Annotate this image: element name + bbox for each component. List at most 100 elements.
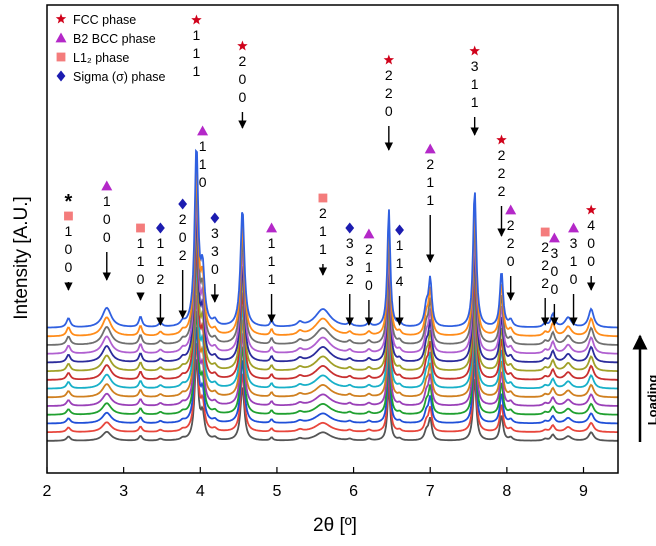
diffraction-curves: [47, 151, 618, 441]
peak-hkl-label: 1: [103, 193, 111, 209]
star-icon: [384, 55, 394, 65]
peak-hkl-label: 1: [471, 94, 479, 110]
peak-hkl-label: 1: [268, 235, 276, 251]
peak-hkl-label: 1: [193, 45, 201, 61]
peak-hkl-label: 2: [385, 67, 393, 83]
peak-hkl-label: 1: [396, 255, 404, 271]
peak-hkl-label: 2: [507, 235, 515, 251]
peak-hkl-label: 2: [157, 271, 165, 287]
diffraction-curve: [47, 151, 618, 328]
x-tick-label: 8: [502, 483, 511, 500]
peak-annotation: 1 1 4: [395, 225, 404, 326]
peak-annotation: 1 1 1: [191, 15, 201, 80]
star-icon: [586, 205, 596, 215]
peak-hkl-label: 1: [319, 223, 327, 239]
peak-hkl-label: 1: [137, 253, 145, 269]
legend-entry: B2 BCC phase: [56, 32, 156, 46]
peak-hkl-label: 0: [385, 103, 393, 119]
diamond-icon: [57, 71, 66, 82]
loading-label: Loading: [645, 375, 656, 426]
peak-hkl-label: 0: [137, 271, 145, 287]
peak-hkl-label: 0: [587, 235, 595, 251]
diamond-icon: [395, 225, 404, 236]
peak-annotation: 332: [345, 223, 354, 326]
diffraction-curve: [47, 199, 618, 354]
peak-hkl-label: 1: [199, 156, 207, 172]
diffraction-curve: [47, 215, 618, 362]
x-axis: 23456789: [43, 467, 589, 500]
peak-hkl-label: 1: [157, 253, 165, 269]
peak-hkl-label: 2: [498, 183, 506, 199]
peak-annotation: 2 1 1: [425, 144, 436, 263]
peak-annotation: 200: [237, 41, 247, 129]
triangle-icon: [101, 181, 112, 191]
x-tick-label: 6: [349, 483, 358, 500]
diamond-icon: [345, 223, 354, 234]
diamond-icon: [156, 223, 165, 234]
peak-hkl-label: 1: [396, 237, 404, 253]
peak-annotation: 112: [156, 223, 165, 326]
peak-hkl-label: 0: [365, 277, 373, 293]
peak-annotation: 2 0 2: [178, 199, 187, 319]
peak-hkl-label: 0: [587, 253, 595, 269]
triangle-icon: [505, 205, 516, 215]
peak-annotation: 220: [384, 55, 394, 151]
peak-annotation: 1 1 1: [266, 223, 277, 323]
peak-annotation: 3 0 0: [549, 233, 560, 326]
peak-hkl-label: 4: [396, 273, 404, 289]
legend: FCC phase B2 BCC phase L1₂ phase Sigma (σ) …: [56, 13, 166, 84]
peak-hkl-label: 1: [268, 253, 276, 269]
peak-hkl-label: 3: [211, 243, 219, 259]
peak-hkl-label: 0: [103, 229, 111, 245]
triangle-icon: [568, 223, 579, 233]
diffraction-curve: [47, 247, 618, 379]
star-icon: [496, 135, 506, 145]
square-icon: [64, 212, 73, 221]
diffraction-curve: [47, 167, 618, 336]
star-icon: [191, 15, 201, 25]
peak-hkl-label: 2: [346, 271, 354, 287]
x-tick-label: 9: [579, 483, 588, 500]
peak-hkl-label: 0: [239, 71, 247, 87]
legend-entry: Sigma (σ) phase: [57, 70, 166, 84]
peak-hkl-label: 1: [319, 241, 327, 257]
legend-label: Sigma (σ) phase: [73, 70, 166, 84]
peak-annotations: *100100 110112202111110330200111211 332210…: [64, 15, 596, 326]
peak-hkl-label: 1: [137, 235, 145, 251]
peak-hkl-label: 2: [541, 257, 549, 273]
peak-hkl-label: 3: [211, 225, 219, 241]
peak-hkl-label: 0: [103, 211, 111, 227]
x-tick-label: 2: [43, 483, 52, 500]
peak-hkl-label: 2: [426, 156, 434, 172]
x-axis-title: 2θ [º]: [313, 515, 357, 536]
x-tick-label: 4: [196, 483, 205, 500]
peak-hkl-label: 0: [550, 281, 558, 297]
peak-hkl-label: 0: [65, 241, 73, 257]
peak-hkl-label: 0: [550, 263, 558, 279]
peak-hkl-label: 2: [179, 211, 187, 227]
peak-annotation: 220: [505, 205, 516, 301]
peak-annotation: 2 2 2: [541, 228, 550, 325]
diamond-icon: [210, 213, 219, 224]
peak-annotation: 2 1 1: [319, 194, 328, 275]
peak-hkl-label: 1: [471, 76, 479, 92]
asterisk-annotation: *: [65, 191, 73, 213]
peak-hkl-label: 2: [541, 239, 549, 255]
square-icon: [319, 194, 328, 203]
peak-hkl-label: 3: [570, 235, 578, 251]
peak-hkl-label: 3: [550, 245, 558, 261]
legend-label: FCC phase: [73, 13, 136, 27]
star-icon: [237, 41, 247, 51]
peak-hkl-label: 3: [471, 58, 479, 74]
peak-annotation: 3 3 0: [210, 213, 219, 303]
peak-hkl-label: 1: [199, 138, 207, 154]
peak-hkl-label: 2: [239, 53, 247, 69]
triangle-icon: [549, 233, 560, 243]
peak-annotation: 3 1 0: [568, 223, 579, 326]
peak-hkl-label: 2: [507, 217, 515, 233]
legend-entry: FCC phase: [56, 13, 136, 27]
peak-hkl-label: 0: [179, 229, 187, 245]
peak-hkl-label: 2: [319, 205, 327, 221]
x-tick-label: 7: [426, 483, 435, 500]
